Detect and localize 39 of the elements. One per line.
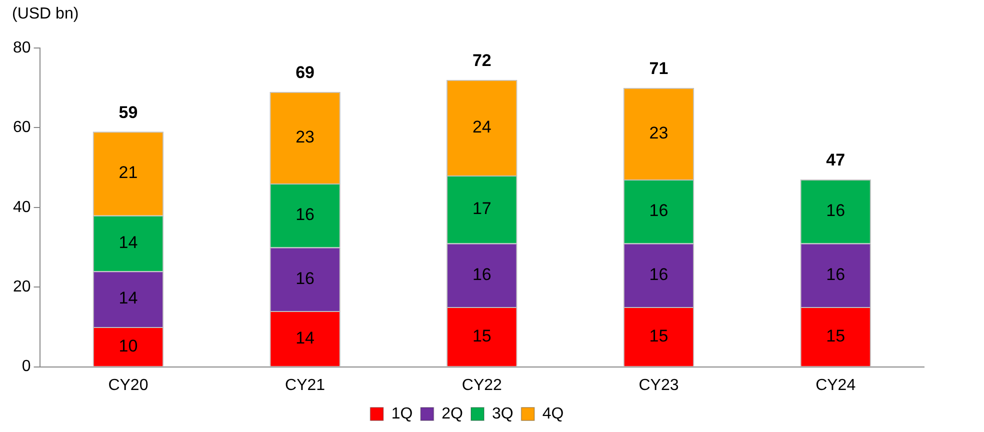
x-tick-label: CY23	[638, 376, 679, 394]
legend-label: 2Q	[442, 405, 463, 422]
data-label: 16	[296, 268, 315, 288]
data-label: 16	[826, 201, 846, 220]
total-label: 47	[826, 150, 846, 170]
data-label: 23	[296, 127, 315, 146]
total-label: 72	[472, 51, 492, 70]
data-label: 16	[472, 264, 492, 284]
legend-label: 1Q	[391, 405, 413, 422]
data-label: 16	[826, 264, 846, 284]
data-label: 10	[118, 336, 138, 356]
data-label: 21	[118, 163, 138, 182]
y-tick-label: 20	[13, 278, 31, 296]
total-label: 71	[649, 59, 668, 78]
data-label: 17	[472, 199, 492, 218]
x-tick-label: CY22	[462, 376, 502, 394]
x-tick-label: CY21	[285, 376, 326, 394]
data-label: 15	[826, 326, 846, 346]
data-label: 14	[118, 288, 138, 308]
data-label: 15	[649, 326, 668, 346]
total-label: 59	[118, 102, 138, 122]
legend-label: 3Q	[492, 405, 514, 422]
data-label: 24	[472, 117, 492, 136]
data-label: 14	[296, 328, 315, 348]
data-label: 14	[118, 232, 138, 252]
data-label: 16	[649, 264, 668, 284]
y-tick-label: 0	[22, 358, 31, 376]
y-tick-label: 40	[13, 198, 31, 216]
x-tick-label: CY20	[108, 376, 148, 394]
y-tick-label: 80	[13, 39, 31, 56]
y-tick-label: 60	[13, 119, 31, 136]
data-label: 23	[649, 123, 668, 142]
data-label: 15	[472, 326, 492, 346]
data-label: 16	[296, 205, 315, 224]
legend-label: 4Q	[542, 405, 564, 422]
y-axis-title: (USD bn)	[12, 5, 79, 22]
data-label: 16	[649, 201, 668, 220]
x-tick-label: CY24	[816, 376, 856, 394]
total-label: 69	[296, 63, 315, 82]
